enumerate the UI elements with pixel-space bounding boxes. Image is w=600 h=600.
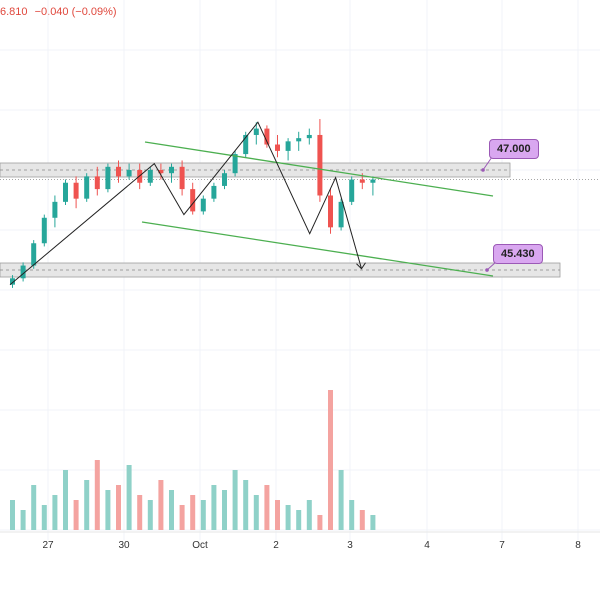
volume-bar-6 — [73, 500, 79, 530]
candle-body-8 — [94, 176, 100, 190]
candle-body-14 — [158, 170, 164, 174]
candle-body-3 — [41, 217, 47, 244]
x-tick-label-2: Oct — [192, 540, 208, 551]
volume-bar-32 — [349, 500, 355, 530]
volume-bar-5 — [63, 470, 68, 530]
last-price: 6.810 — [0, 6, 28, 18]
candle-body-26 — [285, 141, 291, 151]
volume-bar-0 — [10, 500, 15, 530]
candle-body-1 — [20, 265, 26, 279]
volume-bar-9 — [105, 490, 111, 530]
volume-bar-19 — [211, 485, 217, 530]
candle-body-13 — [147, 170, 153, 183]
candle-body-31 — [338, 201, 344, 228]
x-axis: 27 30 Oct 2 3 4 7 8 — [0, 531, 600, 551]
candle-body-17 — [190, 189, 196, 212]
volume-bar-7 — [84, 480, 90, 530]
candle-body-10 — [116, 166, 121, 177]
volume-bar-14 — [158, 480, 164, 530]
lower-level-callout[interactable]: 45.430 — [493, 244, 543, 264]
candle-body-18 — [200, 198, 206, 212]
volume-bar-1 — [20, 510, 26, 530]
zigzag-arrowhead — [356, 262, 366, 270]
volume-bar-17 — [190, 495, 196, 530]
volume-bar-12 — [137, 495, 143, 530]
candle-body-25 — [275, 144, 280, 151]
volume-bar-27 — [296, 510, 302, 530]
volume-bar-33 — [359, 510, 365, 530]
volume-bar-20 — [222, 490, 227, 530]
volume-bar-26 — [285, 505, 291, 530]
volume-bar-23 — [253, 495, 259, 530]
candle-body-29 — [317, 134, 323, 196]
candle-body-28 — [306, 134, 312, 139]
volume-bar-18 — [200, 500, 206, 530]
volume-bar-11 — [126, 465, 132, 530]
x-tick-label-5: 4 — [424, 540, 430, 551]
candle-body-9 — [105, 166, 111, 190]
candle-body-34 — [370, 179, 376, 183]
volume-bar-10 — [116, 485, 121, 530]
candle-body-30 — [328, 195, 333, 228]
x-tick-label-4: 3 — [347, 540, 353, 551]
volume-bar-13 — [147, 500, 153, 530]
candle-body-4 — [52, 201, 58, 218]
x-tick-label-1: 30 — [118, 540, 130, 551]
volume-bar-24 — [264, 485, 270, 530]
volume-bar-31 — [338, 470, 344, 530]
upper-callout-leader — [482, 156, 493, 171]
volume-bar-16 — [179, 505, 185, 530]
candle-body-24 — [264, 128, 270, 145]
zigzag-path — [9, 121, 362, 286]
volume-bar-25 — [275, 500, 280, 530]
x-tick-label-7: 8 — [575, 540, 581, 551]
candle-body-15 — [169, 166, 174, 174]
volume-bar-2 — [31, 485, 37, 530]
upper-level-callout[interactable]: 47.000 — [489, 139, 539, 159]
x-tick-label-0: 27 — [42, 540, 54, 551]
candle-body-16 — [179, 166, 185, 190]
volume-bar-21 — [232, 470, 238, 530]
channel-lower-line — [141, 221, 494, 277]
volume-bar-8 — [94, 460, 100, 530]
candle-body-11 — [126, 170, 132, 177]
volume-bar-34 — [370, 515, 376, 530]
x-tick-label-6: 7 — [499, 540, 505, 551]
candle-body-27 — [296, 138, 302, 142]
volume-bar-15 — [169, 490, 174, 530]
candle-body-5 — [63, 182, 68, 202]
candles — [10, 119, 376, 288]
candle-body-33 — [359, 179, 365, 183]
candle-body-32 — [349, 179, 355, 202]
candle-body-19 — [211, 185, 217, 199]
price-change: −0.040 (−0.09%) — [34, 6, 117, 18]
candle-body-23 — [253, 128, 259, 135]
channel-upper-line — [144, 141, 494, 197]
volume-bars — [10, 390, 376, 530]
volume-bar-30 — [328, 390, 333, 530]
volume-bar-22 — [243, 480, 249, 530]
candle-body-0 — [10, 278, 15, 285]
volume-bar-29 — [317, 515, 323, 530]
price-header: 6.810 −0.040 (−0.09%) — [0, 6, 121, 18]
volume-bar-4 — [52, 495, 58, 530]
volume-bar-3 — [41, 505, 47, 530]
x-tick-label-3: 2 — [273, 540, 279, 551]
candle-body-2 — [31, 243, 37, 266]
candle-body-7 — [84, 176, 90, 199]
candle-body-6 — [73, 182, 79, 199]
volume-bar-28 — [306, 500, 312, 530]
candle-body-21 — [232, 154, 238, 174]
candle-body-20 — [222, 173, 227, 186]
candle-body-22 — [243, 134, 249, 155]
drawings[interactable] — [9, 121, 497, 286]
